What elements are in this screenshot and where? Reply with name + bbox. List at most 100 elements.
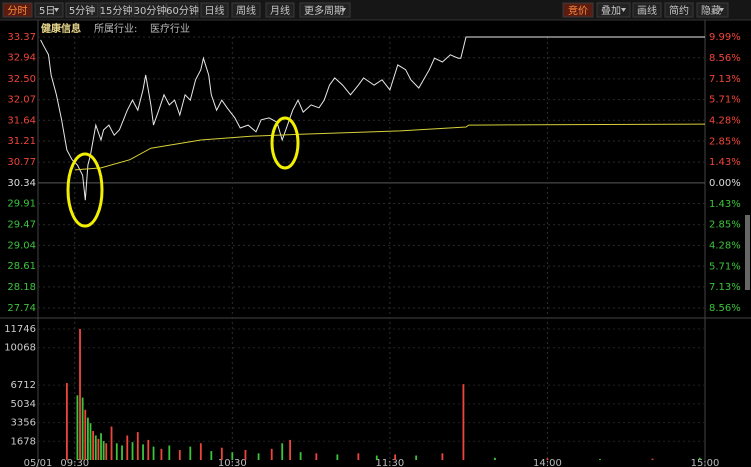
volume-bar — [97, 438, 100, 460]
volume-bar — [92, 431, 95, 460]
button-label: 叠加 — [601, 5, 621, 17]
button-frame — [65, 2, 99, 18]
y-tick-label: 28.18 — [7, 282, 36, 293]
dropdown-arrow — [54, 8, 59, 12]
button-label: 画线 — [637, 4, 657, 17]
volume-bar — [289, 439, 291, 460]
y2-tick-label: 2.85% — [709, 136, 741, 147]
volume-bar — [257, 453, 260, 460]
toolbar-button[interactable]: 60分钟 — [166, 2, 199, 18]
volume-bar — [281, 443, 284, 460]
highlight-circle — [66, 152, 104, 228]
toolbar-button[interactable]: 30分钟 — [133, 2, 167, 18]
volume-bar — [110, 426, 113, 460]
volume-tick-label: 6712 — [11, 380, 36, 391]
toolbar-button[interactable]: 5日 — [34, 2, 64, 18]
y2-tick-label: 8.56% — [709, 303, 741, 314]
volume-bar — [415, 455, 418, 460]
button-frame — [562, 2, 594, 18]
volume-bar — [651, 458, 654, 460]
toolbar-button[interactable]: 月线 — [265, 2, 295, 18]
button-frame — [596, 2, 631, 18]
volume-bar — [178, 449, 181, 460]
toolbar-button[interactable]: 叠加 — [596, 2, 631, 18]
button-frame — [133, 2, 167, 18]
toolbar-button[interactable]: 15分钟 — [99, 2, 133, 18]
button-frame — [664, 2, 694, 18]
x-tick-label: 09:30 — [60, 458, 89, 467]
toolbar-button[interactable]: 分时 — [2, 2, 33, 18]
volume-bar — [299, 452, 302, 460]
volume-tick-label: 11746 — [4, 324, 36, 335]
volume-bar — [160, 448, 163, 460]
y2-tick-label: 0.00% — [709, 178, 741, 189]
dropdown-arrow — [719, 8, 724, 12]
highlight-circle — [270, 116, 300, 170]
toolbar-button[interactable]: 日线 — [200, 2, 229, 18]
y2-tick-label: 4.28% — [709, 115, 741, 126]
volume-bar — [494, 457, 496, 460]
y-tick-label: 29.47 — [7, 220, 36, 231]
toolbar-button[interactable]: 更多周期 — [299, 2, 351, 18]
y2-tick-label: 5.71% — [709, 261, 741, 272]
button-label: 月线 — [270, 4, 290, 17]
y2-tick-label: 1.43% — [709, 199, 741, 210]
dropdown-arrow — [341, 8, 346, 12]
volume-bar — [336, 454, 339, 460]
button-frame — [632, 2, 662, 18]
y2-tick-label: 7.13% — [709, 282, 741, 293]
volume-bar — [76, 395, 79, 460]
button-frame — [34, 2, 64, 18]
y-tick-label: 29.04 — [7, 240, 36, 251]
toolbar-button[interactable]: 周线 — [231, 2, 261, 18]
volume-bar — [546, 458, 549, 460]
volume-bar — [357, 453, 360, 460]
volume-bar — [136, 432, 139, 460]
volume-bar — [210, 451, 213, 460]
volume-bar — [115, 443, 118, 460]
y2-tick-label: 2.85% — [709, 220, 741, 231]
volume-bar — [105, 443, 108, 460]
button-label: 60分钟 — [166, 4, 199, 17]
button-label: 日线 — [205, 4, 225, 17]
button-label: 隐藏 — [701, 5, 721, 17]
volume-bar — [142, 444, 144, 460]
x-tick-label: 10:30 — [218, 458, 247, 467]
volume-bar — [84, 409, 87, 460]
x-tick-label: 14:00 — [533, 458, 562, 467]
button-frame — [99, 2, 133, 18]
button-label: 5分钟 — [69, 4, 95, 17]
volume-bar — [100, 433, 102, 460]
toolbar-button[interactable]: 竞价 — [562, 2, 594, 18]
volume-tick-label: 1678 — [11, 436, 36, 447]
volume-bar — [94, 435, 97, 460]
button-frame — [166, 2, 199, 18]
y-tick-label: 29.91 — [7, 199, 36, 210]
volume-tick-label: 5034 — [11, 399, 36, 410]
x-tick-label: 05/01 — [24, 458, 53, 467]
price-line — [40, 36, 705, 201]
dropdown-arrow — [621, 8, 626, 12]
volume-tick-label: 10068 — [4, 343, 36, 354]
volume-bar — [441, 453, 444, 460]
volume-bar — [126, 435, 129, 460]
toolbar-button[interactable]: 5分钟 — [65, 2, 99, 18]
toolbar-button[interactable]: 简约 — [664, 2, 694, 18]
volume-bar — [65, 383, 68, 460]
toolbar-button[interactable]: 画线 — [632, 2, 662, 18]
y-tick-label: 32.50 — [7, 74, 36, 85]
stock-name: 健康信息 — [41, 22, 81, 35]
button-label: 更多周期 — [304, 4, 344, 17]
toolbar-button[interactable]: 隐藏 — [696, 2, 729, 18]
volume-bar — [89, 423, 92, 460]
volume-bar — [199, 443, 202, 460]
y-tick-label: 30.34 — [7, 178, 36, 189]
y-tick-label: 31.21 — [7, 136, 36, 147]
volume-bar — [121, 445, 123, 460]
y2-tick-label: 9.99% — [709, 32, 741, 43]
scrollbar — [745, 215, 750, 290]
button-frame — [231, 2, 261, 18]
volume-bar — [86, 417, 89, 460]
